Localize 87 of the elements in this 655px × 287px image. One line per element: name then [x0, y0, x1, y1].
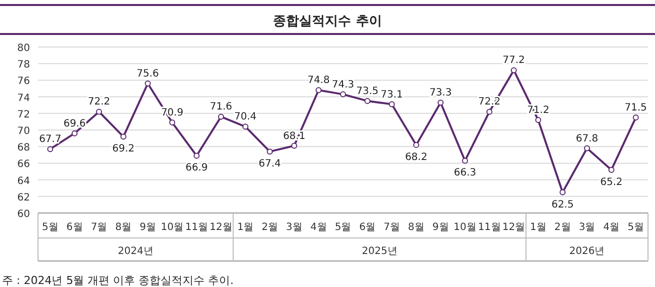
x-tick-label: 5월 — [628, 222, 644, 233]
point — [169, 120, 176, 126]
point — [510, 67, 517, 74]
point — [340, 91, 346, 98]
x-tick-label: 2월 — [262, 222, 278, 233]
point — [584, 145, 590, 152]
point — [96, 108, 102, 115]
x-tick-label: 3월 — [578, 222, 596, 233]
x-tick-label: 6월 — [359, 222, 376, 233]
x-tick-label: 8월 — [115, 222, 132, 233]
data-label: 72.2 — [88, 96, 110, 108]
y-tick-label: 80 — [17, 43, 30, 54]
point — [413, 142, 420, 148]
text: 주 : 2024년 5월 개편 이후 종합실적지수 추이. — [2, 274, 234, 287]
point — [560, 189, 566, 196]
x-tick-label: 10월 — [454, 222, 476, 233]
point — [364, 98, 370, 104]
y-tick-label: 60 — [17, 209, 30, 220]
data-label: 74.8 — [307, 75, 330, 86]
chart-title: 종합실적지수 추이 — [273, 14, 382, 29]
data-label: 71.6 — [210, 102, 232, 113]
point — [438, 100, 444, 106]
point — [535, 117, 542, 124]
x-tick-label: 5월 — [334, 222, 352, 233]
data-label: 62.5 — [551, 199, 574, 210]
text: 2024년 — [118, 246, 154, 257]
data-label: 73.5 — [356, 86, 379, 97]
data-label: 74.3 — [332, 79, 354, 90]
data-label: 69.6 — [63, 118, 86, 130]
x-tick-label: 5월 — [42, 222, 58, 233]
text: 2026년 — [569, 246, 605, 257]
x-tick-label: 6월 — [66, 222, 83, 233]
data-label: 77.2 — [502, 55, 525, 66]
data-label: 75.6 — [136, 68, 159, 80]
data-label: 66.9 — [185, 162, 208, 174]
data-label: 68.2 — [405, 152, 428, 163]
y-tick-label: 72 — [17, 109, 30, 120]
point — [462, 158, 468, 164]
point — [291, 142, 298, 149]
y-tick-label: 64 — [17, 176, 30, 187]
y-tick-label: 78 — [17, 60, 30, 71]
x-tick-label: 7월 — [384, 222, 400, 233]
y-tick-label: 66 — [17, 159, 30, 170]
data-label: 70.4 — [234, 112, 257, 123]
data-label: 65.2 — [600, 176, 623, 188]
text: 2025년 — [362, 246, 398, 257]
x-tick-label: 10월 — [160, 222, 184, 233]
y-tick-label: 68 — [17, 142, 30, 154]
x-tick-label: 9월 — [432, 222, 449, 233]
x-tick-label: 1월 — [237, 222, 254, 233]
x-tick-label: 8월 — [408, 222, 424, 233]
point — [266, 148, 273, 155]
point — [486, 108, 492, 115]
y-tick-label: 74 — [17, 92, 30, 104]
point — [47, 146, 54, 152]
x-tick-label: 1월 — [530, 222, 546, 233]
data-label: 67.4 — [258, 158, 281, 170]
data-label: 69.2 — [112, 144, 135, 155]
y-tick-label: 62 — [17, 192, 30, 204]
point — [316, 87, 322, 94]
x-tick-label: 9월 — [140, 222, 156, 233]
data-label: 73.1 — [380, 89, 403, 100]
data-label: 73.3 — [429, 88, 452, 99]
x-tick-label: 11월 — [185, 222, 208, 233]
point — [194, 152, 200, 159]
y-tick-label: 76 — [17, 76, 30, 88]
data-label: 67.8 — [576, 133, 598, 144]
x-tick-label: 4월 — [603, 222, 620, 233]
data-label: 67.7 — [39, 134, 62, 146]
x-tick-label: 2월 — [554, 222, 571, 233]
point — [632, 114, 639, 121]
x-tick-label: 4월 — [310, 222, 327, 233]
point — [144, 80, 151, 87]
x-tick-label: 3월 — [286, 222, 302, 233]
point — [72, 130, 78, 136]
y-tick-label: 70 — [17, 126, 30, 137]
x-tick-label: 11월 — [478, 222, 501, 233]
x-tick-label: 12월 — [502, 222, 526, 233]
data-label: 71.5 — [624, 102, 647, 114]
x-tick-label: 12월 — [210, 222, 232, 233]
point — [608, 166, 614, 173]
point — [388, 101, 395, 108]
point — [218, 114, 224, 120]
point — [120, 134, 126, 140]
x-tick-label: 7월 — [90, 222, 108, 233]
point — [242, 124, 248, 130]
data-label: 66.3 — [454, 168, 476, 179]
